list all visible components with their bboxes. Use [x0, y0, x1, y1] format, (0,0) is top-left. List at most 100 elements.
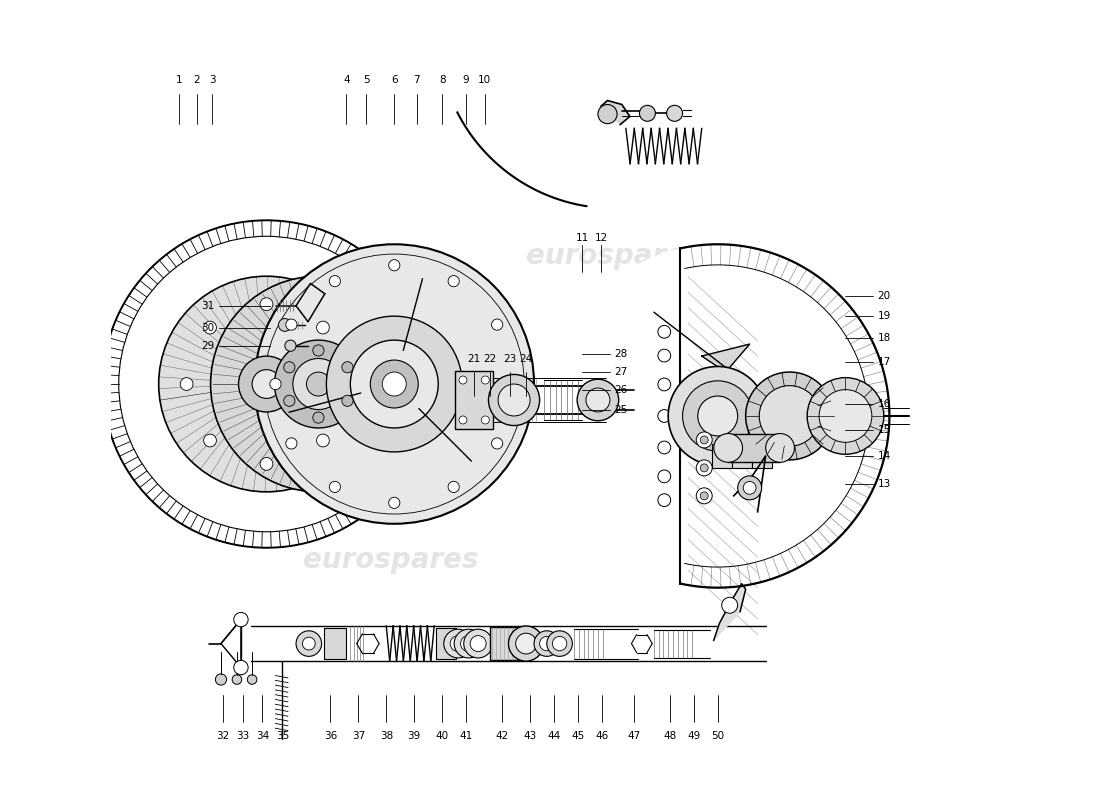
Circle shape [697, 396, 738, 436]
Text: 16: 16 [878, 399, 891, 409]
Text: 1: 1 [175, 74, 182, 85]
Circle shape [746, 372, 834, 460]
Circle shape [286, 438, 297, 449]
Text: 38: 38 [379, 731, 393, 742]
Circle shape [639, 106, 656, 122]
Text: 15: 15 [878, 426, 891, 435]
Bar [733, 444, 752, 468]
Circle shape [232, 674, 242, 684]
Circle shape [744, 482, 756, 494]
Text: 48: 48 [663, 731, 676, 742]
Circle shape [342, 362, 353, 373]
Text: 41: 41 [460, 731, 473, 742]
Text: 25: 25 [614, 405, 627, 414]
Circle shape [696, 488, 712, 504]
Circle shape [658, 470, 671, 482]
Text: 50: 50 [711, 731, 724, 742]
Circle shape [738, 476, 761, 500]
Circle shape [820, 390, 872, 442]
Circle shape [260, 298, 273, 310]
Circle shape [448, 482, 460, 493]
Circle shape [461, 635, 476, 651]
Text: 20: 20 [878, 291, 891, 301]
Circle shape [658, 326, 671, 338]
Circle shape [482, 416, 490, 424]
Circle shape [317, 434, 329, 447]
Circle shape [317, 321, 329, 334]
Circle shape [598, 105, 617, 124]
Text: 13: 13 [878, 479, 891, 489]
Circle shape [759, 386, 820, 446]
Circle shape [488, 374, 540, 426]
Circle shape [450, 635, 466, 651]
Text: 37: 37 [352, 731, 365, 742]
Circle shape [254, 244, 534, 524]
Circle shape [470, 635, 486, 651]
Circle shape [327, 316, 462, 452]
Circle shape [766, 434, 794, 462]
Circle shape [578, 379, 618, 421]
Circle shape [492, 319, 503, 330]
Circle shape [658, 378, 671, 391]
Circle shape [498, 384, 530, 416]
Bar [752, 444, 772, 468]
Circle shape [307, 372, 330, 396]
Circle shape [270, 378, 282, 390]
Text: 5: 5 [363, 74, 370, 85]
Text: eurospares: eurospares [302, 546, 478, 574]
Circle shape [454, 630, 483, 658]
Circle shape [216, 674, 227, 685]
Circle shape [701, 492, 708, 500]
Text: 26: 26 [614, 386, 627, 395]
Circle shape [552, 636, 567, 650]
Text: 14: 14 [878, 451, 891, 461]
Text: 31: 31 [201, 301, 214, 310]
Circle shape [696, 432, 712, 448]
Bar [324, 628, 346, 659]
Text: eurospares: eurospares [302, 306, 478, 334]
Circle shape [204, 321, 217, 334]
Circle shape [508, 626, 543, 661]
Circle shape [701, 436, 708, 444]
Circle shape [388, 498, 400, 509]
Circle shape [204, 434, 217, 447]
Circle shape [464, 630, 493, 658]
Bar [436, 628, 455, 659]
Circle shape [388, 260, 400, 271]
Bar [491, 627, 520, 660]
Circle shape [701, 464, 708, 472]
Circle shape [658, 349, 671, 362]
Circle shape [383, 372, 406, 396]
Polygon shape [714, 584, 746, 640]
Circle shape [546, 244, 890, 588]
Text: 2: 2 [194, 74, 200, 85]
Circle shape [658, 441, 671, 454]
Text: 17: 17 [878, 357, 891, 366]
Text: 24: 24 [519, 354, 532, 364]
Circle shape [342, 395, 353, 406]
Circle shape [807, 378, 883, 454]
Circle shape [722, 598, 738, 614]
Text: 36: 36 [323, 731, 337, 742]
Circle shape [233, 613, 249, 627]
Text: 49: 49 [688, 731, 701, 742]
Circle shape [284, 362, 295, 373]
Text: 35: 35 [276, 731, 289, 742]
Circle shape [350, 340, 438, 428]
Circle shape [284, 395, 295, 406]
Circle shape [239, 356, 295, 412]
Circle shape [285, 340, 296, 351]
Circle shape [658, 410, 671, 422]
Text: 44: 44 [548, 731, 561, 742]
Circle shape [329, 482, 341, 493]
Bar [728, 434, 780, 462]
Circle shape [696, 460, 712, 476]
Text: 6: 6 [390, 74, 397, 85]
Circle shape [547, 630, 572, 656]
Text: 47: 47 [627, 731, 640, 742]
Text: 3: 3 [209, 74, 216, 85]
Text: 11: 11 [575, 234, 589, 243]
Text: eurospares: eurospares [526, 242, 702, 270]
Circle shape [371, 360, 418, 408]
Text: 12: 12 [594, 234, 607, 243]
